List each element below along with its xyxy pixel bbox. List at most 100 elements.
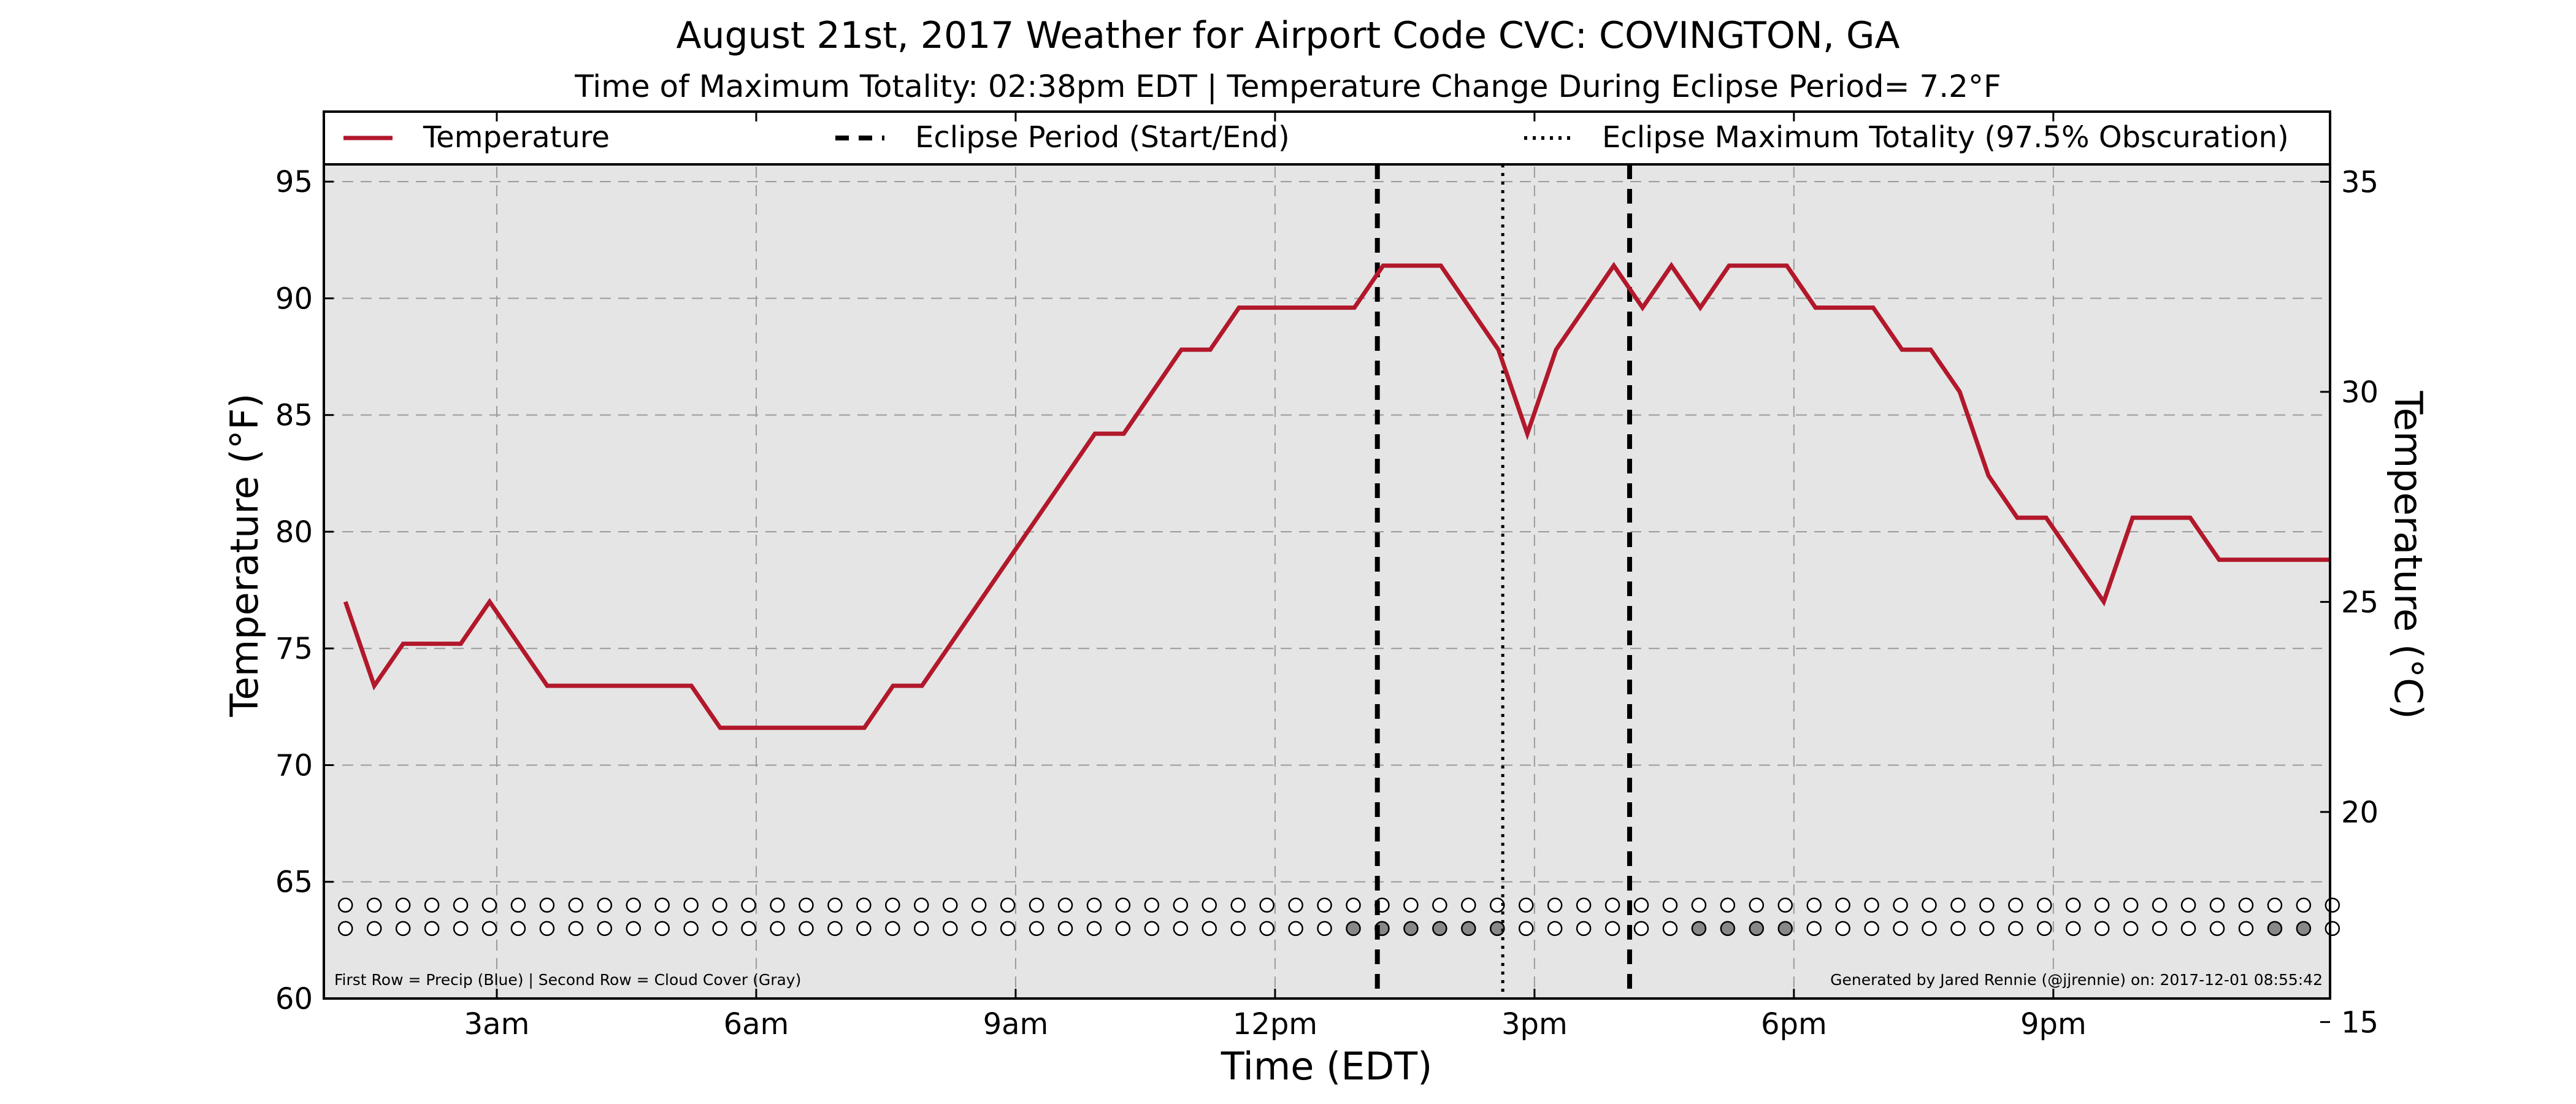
precip-indicator — [1662, 897, 1678, 913]
cloud-cover-indicator — [2037, 921, 2052, 937]
cloud-cover-indicator — [1490, 921, 1505, 937]
precip-indicator — [2209, 897, 2225, 913]
precip-indicator — [1115, 897, 1131, 913]
cloud-cover-indicator — [395, 921, 411, 937]
cloud-cover-indicator — [1029, 921, 1045, 937]
precip-indicator — [799, 897, 814, 913]
cloud-cover-indicator — [2066, 921, 2081, 937]
precip-indicator — [1950, 897, 1966, 913]
precip-indicator — [2066, 897, 2081, 913]
precip-indicator — [2037, 897, 2052, 913]
precip-indicator — [1461, 897, 1476, 913]
cloud-cover-indicator — [1950, 921, 1966, 937]
precip-indicator — [453, 897, 469, 913]
cloud-cover-indicator — [510, 921, 526, 937]
precip-indicator — [1029, 897, 1045, 913]
precip-indicator — [597, 897, 613, 913]
precip-indicator — [1720, 897, 1736, 913]
cloud-cover-indicator — [2296, 921, 2312, 937]
legend-box — [323, 110, 2331, 166]
grid-layer — [324, 112, 2330, 999]
cloud-cover-indicator — [1086, 921, 1102, 937]
cloud-cover-indicator — [1662, 921, 1678, 937]
cloud-cover-indicator — [2123, 921, 2139, 937]
precip-indicator — [1691, 897, 1707, 913]
cloud-cover-indicator — [1230, 921, 1246, 937]
precip-indicator — [2238, 897, 2254, 913]
cloud-cover-indicator — [568, 921, 584, 937]
precip-indicator — [568, 897, 584, 913]
y-tick-label-left: 80 — [275, 515, 313, 550]
precip-indicator — [1835, 897, 1850, 913]
cloud-cover-indicator — [366, 921, 382, 937]
cloud-cover-indicator — [1864, 921, 1879, 937]
precip-indicator — [1749, 897, 1765, 913]
precip-indicator — [366, 897, 382, 913]
cloud-cover-indicator — [827, 921, 843, 937]
precip-indicator — [1317, 897, 1332, 913]
cloud-cover-indicator — [654, 921, 670, 937]
precip-indicator — [510, 897, 526, 913]
cloud-cover-indicator — [1346, 921, 1361, 937]
precip-indicator — [971, 897, 987, 913]
y-axis-label-right: Temperature (°C) — [2386, 390, 2431, 719]
precip-indicator — [2267, 897, 2283, 913]
precip-indicator — [2008, 897, 2023, 913]
y-tick-label-right: 30 — [2341, 375, 2379, 410]
footnote-left: First Row = Precip (Blue) | Second Row =… — [334, 971, 801, 989]
y-tick-label-right: 35 — [2341, 165, 2379, 199]
cloud-cover-indicator — [1777, 921, 1793, 937]
x-axis-label: Time (EDT) — [1221, 1044, 1433, 1089]
x-tick-label: 6pm — [1761, 1007, 1827, 1041]
precip-indicator — [1633, 897, 1649, 913]
cloud-cover-indicator — [1604, 921, 1620, 937]
cloud-cover-indicator — [885, 921, 900, 937]
cloud-cover-indicator — [1576, 921, 1592, 937]
precip-indicator — [1000, 897, 1016, 913]
cloud-cover-indicator — [2094, 921, 2110, 937]
cloud-cover-indicator — [539, 921, 555, 937]
precip-indicator — [856, 897, 872, 913]
cloud-cover-indicator — [971, 921, 987, 937]
x-tick-label: 3pm — [1501, 1007, 1568, 1041]
precip-indicator — [1057, 897, 1073, 913]
cloud-cover-indicator — [1317, 921, 1332, 937]
cloud-cover-indicator — [683, 921, 699, 937]
precip-indicator — [1346, 897, 1361, 913]
cloud-cover-indicator — [712, 921, 727, 937]
precip-indicator — [1518, 897, 1534, 913]
precip-indicator — [770, 897, 785, 913]
precip-indicator — [1922, 897, 1937, 913]
cloud-cover-indicator — [942, 921, 958, 937]
precip-indicator — [2123, 897, 2139, 913]
cloud-cover-indicator — [424, 921, 440, 937]
precip-indicator — [539, 897, 555, 913]
precip-indicator — [1403, 897, 1419, 913]
cloud-cover-indicator — [1979, 921, 1995, 937]
precip-indicator — [1576, 897, 1592, 913]
cloud-cover-indicator — [1806, 921, 1822, 937]
cloud-cover-indicator — [1259, 921, 1275, 937]
precip-indicator — [2325, 897, 2340, 913]
y-tick-label-left: 85 — [275, 399, 313, 433]
cloud-cover-indicator — [2267, 921, 2283, 937]
precip-indicator — [1432, 897, 1447, 913]
legend-label-eclipse-period: Eclipse Period (Start/End) — [915, 120, 1290, 155]
precip-indicator — [942, 897, 958, 913]
cloud-cover-indicator — [1518, 921, 1534, 937]
cloud-cover-indicator — [481, 921, 497, 937]
cloud-cover-indicator — [1173, 921, 1189, 937]
x-tick-label: 6am — [724, 1007, 789, 1041]
precip-indicator — [424, 897, 440, 913]
cloud-cover-indicator — [1720, 921, 1736, 937]
y-tick-label-right: 20 — [2341, 795, 2379, 830]
y-tick-label-right: 25 — [2341, 585, 2379, 619]
cloud-cover-indicator — [1432, 921, 1447, 937]
chart-title: August 21st, 2017 Weather for Airport Co… — [676, 14, 1899, 57]
legend-label-eclipse-max: Eclipse Maximum Totality (97.5% Obscurat… — [1602, 120, 2289, 155]
axis-ticks: 3am 6am 9am 12pm 3pm 6pm 9pm 60 65 70 75 80 85 90 95 15… — [275, 112, 2379, 1041]
precip-indicator — [1230, 897, 1246, 913]
precip-indicator — [1086, 897, 1102, 913]
footnote-right: Generated by Jared Rennie (@jjrennie) on… — [1830, 971, 2323, 989]
